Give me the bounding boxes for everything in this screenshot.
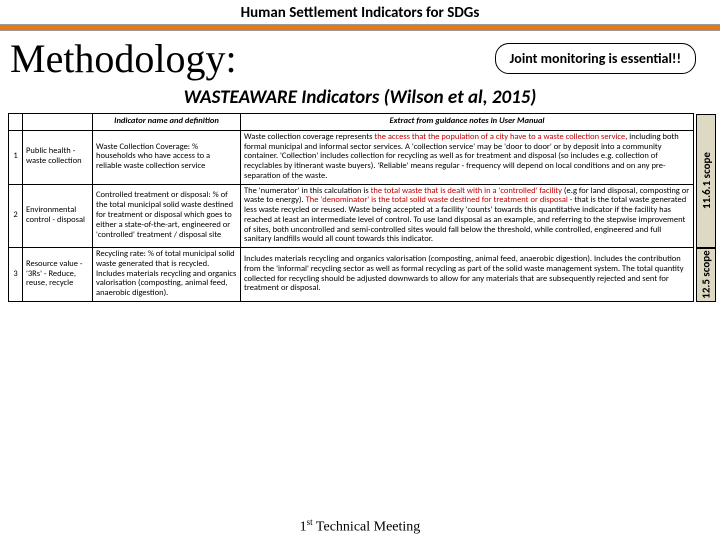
row-number: 3 bbox=[9, 248, 23, 302]
table-row: 1Public health - waste collectionWaste C… bbox=[9, 130, 694, 184]
row-indicator: Recycling rate: % of total municipal sol… bbox=[93, 248, 241, 302]
row-number: 2 bbox=[9, 184, 23, 248]
orange-divider bbox=[0, 24, 720, 31]
row-category: Resource value - '3Rs' - Reduce, reuse, … bbox=[23, 248, 93, 302]
th-blank1 bbox=[9, 114, 23, 131]
header-title: Human Settlement Indicators for SDGs bbox=[0, 0, 720, 24]
scope-11-6-1: 11.6.1 scope bbox=[696, 114, 716, 248]
th-extract: Extract from guidance notes in User Manu… bbox=[241, 114, 694, 131]
top-row: Methodology: Joint monitoring is essenti… bbox=[0, 31, 720, 84]
scope-12-5: 12.5 scope bbox=[696, 248, 716, 302]
row-extract: Includes materials recycling and organic… bbox=[241, 248, 694, 302]
table-header-row: Indicator name and definition Extract fr… bbox=[9, 114, 694, 131]
th-blank2 bbox=[23, 114, 93, 131]
table-row: 2Environmental control - disposalControl… bbox=[9, 184, 694, 248]
row-indicator: Controlled treatment or disposal: % of t… bbox=[93, 184, 241, 248]
table-wrap: Indicator name and definition Extract fr… bbox=[8, 113, 694, 302]
joint-monitoring-callout: Joint monitoring is essential!! bbox=[495, 43, 696, 74]
wasteaware-subhead: WASTEAWARE Indicators (Wilson et al, 201… bbox=[0, 84, 720, 113]
table-row: 3Resource value - '3Rs' - Reduce, reuse,… bbox=[9, 248, 694, 302]
row-number: 1 bbox=[9, 130, 23, 184]
th-indicator: Indicator name and definition bbox=[93, 114, 241, 131]
indicators-table: Indicator name and definition Extract fr… bbox=[8, 113, 694, 302]
row-category: Environmental control - disposal bbox=[23, 184, 93, 248]
methodology-heading: Methodology: bbox=[10, 35, 237, 82]
row-extract: The 'numerator' in this calculation is t… bbox=[241, 184, 694, 248]
row-category: Public health - waste collection bbox=[23, 130, 93, 184]
row-extract: Waste collection coverage represents the… bbox=[241, 130, 694, 184]
row-indicator: Waste Collection Coverage: % households … bbox=[93, 130, 241, 184]
footer: 1st Technical Meeting bbox=[0, 517, 720, 536]
